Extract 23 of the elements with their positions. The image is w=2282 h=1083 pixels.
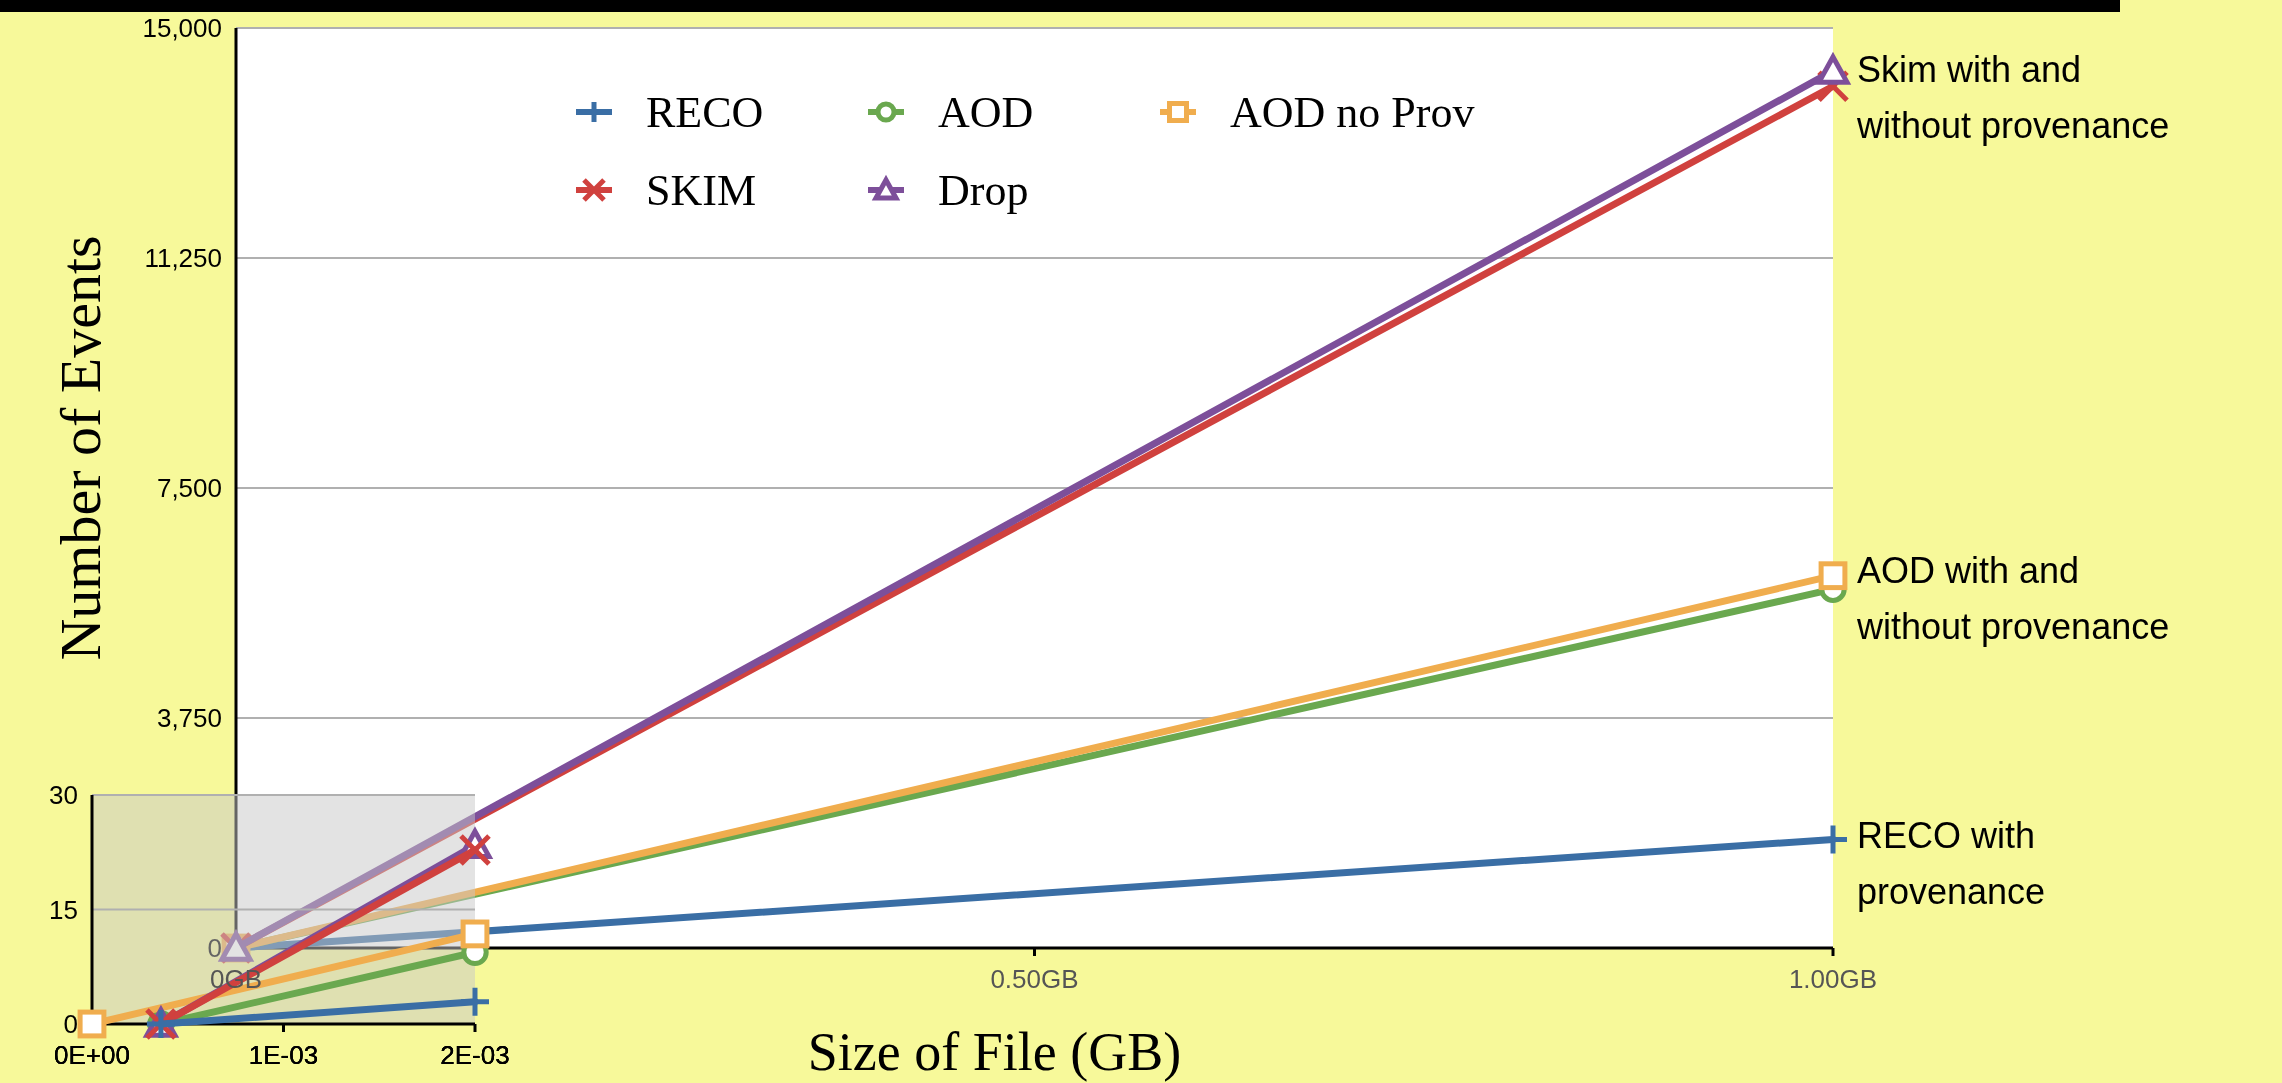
text: AOD with and without provenance — [1856, 550, 2170, 647]
y-axis-title: Number of Events — [48, 235, 113, 661]
y-tick-label: 15,000 — [142, 13, 222, 44]
y-tick-label: 3,750 — [156, 703, 222, 734]
legend-label: AOD no Prov — [1230, 88, 1475, 138]
legend-label: Drop — [938, 166, 1029, 216]
y-tick-label: 7,500 — [156, 473, 222, 504]
x-axis-title: Size of File (GB) — [807, 1022, 1182, 1082]
x-tick-label: 2E-03 — [440, 1040, 510, 1070]
text: RECO with provenance — [1857, 815, 2046, 912]
x-tick-label: 1.00GB — [1788, 964, 1878, 994]
y-tick-label: 11,250 — [144, 243, 222, 274]
y-tick-label: 0 — [207, 933, 222, 964]
text: Skim with and without provenance — [1856, 49, 2170, 146]
legend-label: AOD — [938, 88, 1034, 138]
y-tick-label: 15 — [49, 894, 78, 925]
legend-label: RECO — [646, 88, 764, 138]
x-tick-label: 1E-03 — [248, 1040, 319, 1070]
x-tick-label: 0E+00 — [54, 1040, 130, 1070]
legend-label: SKIM — [646, 166, 757, 216]
y-tick-label: 30 — [49, 780, 78, 811]
x-tick-label: 0.50GB — [990, 964, 1079, 994]
y-tick-label: 0 — [63, 1009, 78, 1040]
